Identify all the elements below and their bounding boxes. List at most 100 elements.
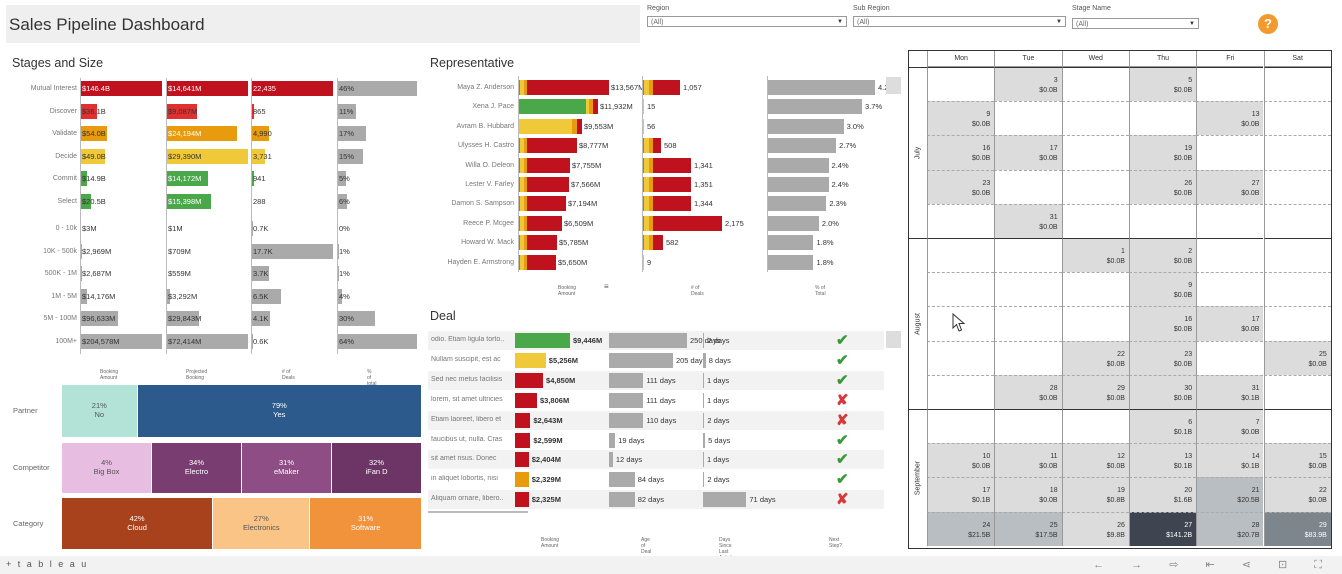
calendar-day-cell[interactable]: 19 $0.0B <box>1128 135 1197 170</box>
deal-amount-bar[interactable] <box>515 352 546 368</box>
stage-bar[interactable] <box>337 148 364 164</box>
rep-booking-segment[interactable] <box>518 138 520 154</box>
rep-deals-segment[interactable] <box>644 177 649 192</box>
rep-deals-segment[interactable] <box>649 215 653 231</box>
calendar-day-cell[interactable]: 9 $0.0B <box>1128 272 1197 307</box>
scrollbar-thumb[interactable] <box>886 77 901 94</box>
rep-deals-segment[interactable] <box>642 215 644 231</box>
deal-row[interactable]: Sed nec metus facilisis $4,850M 111 days 1 … <box>428 370 884 390</box>
deal-row[interactable]: lorem, sit amet ultricies $3,806M 111 days… <box>428 391 884 410</box>
deal-last-bar[interactable] <box>703 412 705 428</box>
rep-deals-segment[interactable] <box>653 215 722 231</box>
size-bar[interactable] <box>166 334 248 349</box>
deal-amount-bar[interactable] <box>515 492 529 508</box>
rep-deals-segment[interactable] <box>644 215 649 231</box>
category-cell[interactable]: 42% Cloud <box>62 498 213 549</box>
calendar-day-cell[interactable]: 25 $0.0B <box>1263 340 1331 375</box>
size-bar[interactable] <box>80 334 162 349</box>
calendar-day-cell[interactable]: 7 $0.0B <box>1196 409 1264 444</box>
calendar-day-cell[interactable]: 26 $0.0B <box>1128 169 1197 204</box>
rep-booking-segment[interactable] <box>524 80 527 95</box>
rep-booking-segment[interactable] <box>520 235 524 251</box>
rep-deals-segment[interactable] <box>643 254 644 270</box>
calendar-day-cell[interactable]: 22 $0.0B <box>1263 477 1331 512</box>
rep-pct-bar[interactable] <box>767 254 814 270</box>
rep-booking-segment[interactable] <box>518 235 520 251</box>
rep-booking-segment[interactable] <box>577 118 582 134</box>
rep-booking-segment[interactable] <box>527 215 562 231</box>
stage-bar[interactable] <box>80 171 88 186</box>
category-cell[interactable]: 27% Electronics <box>213 498 310 549</box>
rep-booking-segment[interactable] <box>572 118 578 134</box>
rep-booking-segment[interactable] <box>527 254 556 270</box>
deal-age-bar[interactable] <box>609 452 613 468</box>
category-cell[interactable]: 31% Software <box>310 498 421 549</box>
rep-deals-segment[interactable] <box>644 80 649 95</box>
sort-icon[interactable]: ≡ <box>604 282 609 291</box>
rep-deals-segment[interactable] <box>644 196 649 212</box>
calendar-day-cell[interactable]: 17 $0.0B <box>994 135 1062 170</box>
calendar-day-cell[interactable]: 16 $0.0B <box>927 135 995 170</box>
rep-pct-bar[interactable] <box>767 138 837 154</box>
rep-booking-segment[interactable] <box>524 157 527 173</box>
calendar-day-cell[interactable]: 17 $0.0B <box>1196 306 1264 341</box>
rep-deals-segment[interactable] <box>642 80 644 95</box>
h-scrollbar[interactable] <box>428 511 528 513</box>
rep-booking-segment[interactable] <box>518 196 520 212</box>
rep-booking-segment[interactable] <box>593 99 598 115</box>
deal-last-bar[interactable] <box>703 372 704 388</box>
rep-pct-bar[interactable] <box>767 215 819 231</box>
rep-deals-segment[interactable] <box>649 80 653 95</box>
rep-deals-segment[interactable] <box>644 235 649 251</box>
deal-age-bar[interactable] <box>609 412 644 428</box>
stage-bar[interactable] <box>337 193 348 209</box>
rep-deals-segment[interactable] <box>643 118 644 134</box>
rep-deals-segment[interactable] <box>642 138 644 154</box>
calendar-day-cell[interactable]: 6 $0.1B <box>1128 409 1197 444</box>
rep-booking-segment[interactable] <box>524 138 527 154</box>
rep-deals-segment[interactable] <box>653 177 691 192</box>
stage-bar[interactable] <box>166 81 248 96</box>
deal-last-bar[interactable] <box>703 432 706 448</box>
stage-bar[interactable] <box>166 103 198 119</box>
deal-amount-bar[interactable] <box>515 372 544 388</box>
rep-booking-segment[interactable] <box>518 118 573 134</box>
stage-bar[interactable] <box>337 126 366 141</box>
calendar-day-cell[interactable]: 10 $0.0B <box>927 443 995 478</box>
rep-deals-segment[interactable] <box>642 157 644 173</box>
rep-deals-segment[interactable] <box>653 196 691 212</box>
deal-last-bar[interactable] <box>703 392 704 408</box>
calendar-day-cell[interactable]: 9 $0.0B <box>927 101 995 136</box>
stage-bar[interactable] <box>166 148 248 164</box>
rep-booking-segment[interactable] <box>527 235 557 251</box>
rep-booking-segment[interactable] <box>520 215 524 231</box>
deal-amount-bar[interactable] <box>515 412 531 428</box>
size-bar[interactable] <box>251 288 281 304</box>
rep-deals-segment[interactable] <box>642 196 644 212</box>
deal-age-bar[interactable] <box>609 392 644 408</box>
deal-age-bar[interactable] <box>609 472 635 488</box>
rep-booking-segment[interactable] <box>520 80 524 95</box>
stage-bar[interactable] <box>80 126 108 141</box>
rep-deals-segment[interactable] <box>649 157 653 173</box>
footer-nav-icons[interactable]: ← → ⇨ ⇤ ⋖ ⊡ ⛶ <box>1093 559 1334 571</box>
rep-deals-segment[interactable] <box>649 196 653 212</box>
stage-bar[interactable] <box>251 148 265 164</box>
partner-cell[interactable]: 21% No <box>62 385 137 437</box>
rep-booking-segment[interactable] <box>518 177 520 192</box>
size-bar[interactable] <box>166 288 171 304</box>
rep-pct-bar[interactable] <box>767 157 829 173</box>
rep-booking-segment[interactable] <box>518 157 520 173</box>
rep-deals-segment[interactable] <box>653 80 680 95</box>
deal-age-bar[interactable] <box>609 352 673 368</box>
rep-pct-bar[interactable] <box>767 235 814 251</box>
calendar-day-cell[interactable]: 26 $9.8B <box>1061 511 1129 546</box>
rep-booking-segment[interactable] <box>524 196 527 212</box>
calendar-day-cell[interactable]: 13 $0.0B <box>1196 101 1264 136</box>
size-bar[interactable] <box>251 311 270 327</box>
size-bar[interactable] <box>251 266 270 282</box>
rep-pct-bar[interactable] <box>767 177 829 192</box>
stage-bar[interactable] <box>166 171 208 186</box>
calendar-day-cell[interactable]: 2 $0.0B <box>1128 238 1197 273</box>
calendar-day-cell[interactable]: 18 $0.0B <box>994 477 1062 512</box>
